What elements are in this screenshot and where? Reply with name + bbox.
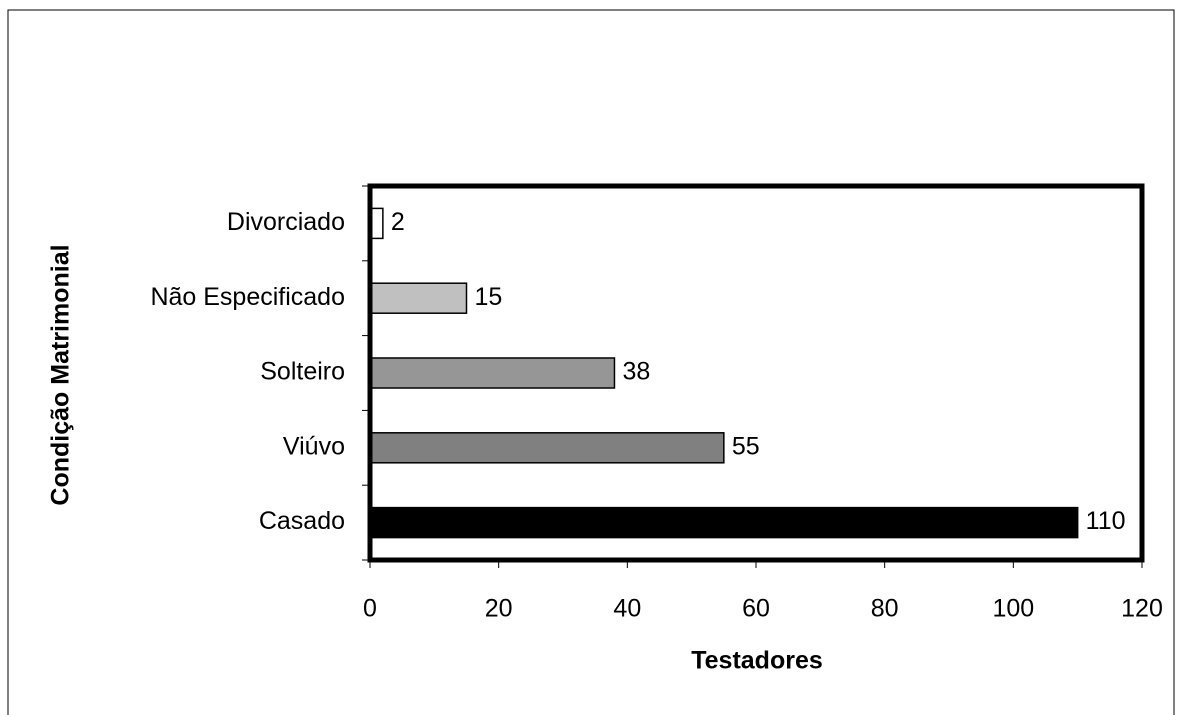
bar (369, 432, 725, 464)
bar (369, 357, 616, 389)
y-tick-label: Solteiro (260, 358, 345, 386)
y-axis-label: Condição Matrimonial (47, 244, 75, 505)
bar (369, 282, 468, 314)
value-label: 110 (1086, 507, 1126, 535)
value-label: 38 (622, 358, 650, 386)
x-tick-label: 100 (992, 595, 1034, 623)
bar (369, 506, 1079, 539)
value-label: 15 (475, 283, 503, 311)
x-tick-label: 60 (742, 595, 770, 623)
plot-border (367, 183, 1145, 563)
y-tick-label: Viúvo (283, 432, 345, 460)
x-tick-label: 40 (613, 595, 641, 623)
chart-frame (7, 9, 1175, 715)
x-tick-label: 0 (363, 595, 377, 623)
y-tick-label: Não Especificado (150, 283, 345, 311)
value-label: 55 (732, 432, 760, 460)
x-tick-label: 120 (1121, 595, 1163, 623)
x-tick-label: 20 (485, 595, 513, 623)
value-label: 2 (391, 208, 405, 236)
y-tick-label: Casado (259, 507, 345, 535)
x-tick-label: 80 (871, 595, 899, 623)
x-axis-label: Testadores (691, 647, 823, 675)
y-tick-label: Divorciado (227, 208, 345, 236)
